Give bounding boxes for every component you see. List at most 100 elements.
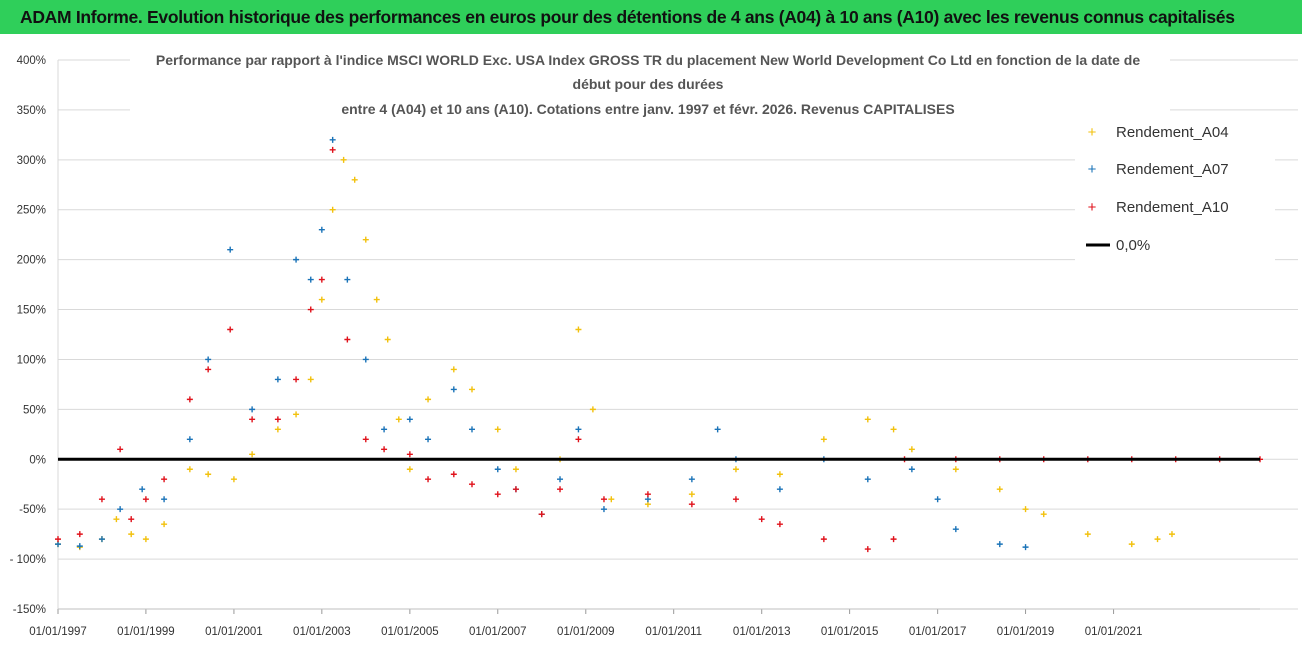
- data-point: [644, 491, 651, 498]
- y-tick-label: 300%: [17, 155, 46, 167]
- data-point: [117, 446, 124, 453]
- performance-chart: 400% 350% 300% 250% 200% 150% 100% 50% 0% -50% - 1…: [0, 34, 1302, 647]
- legend-label-a04: Rendement_A04: [1116, 124, 1229, 141]
- data-point: [820, 536, 827, 543]
- data-point: [98, 536, 105, 543]
- data-point: [934, 496, 941, 503]
- x-tick-label: 01/01/2009: [557, 626, 615, 638]
- data-point: [249, 451, 256, 458]
- data-point: [494, 466, 501, 473]
- data-point: [425, 436, 432, 443]
- data-point: [494, 426, 501, 433]
- y-tick-label: 200%: [17, 255, 46, 267]
- data-point: [406, 451, 413, 458]
- data-point: [1154, 536, 1161, 543]
- data-point: [952, 526, 959, 533]
- data-point: [186, 466, 193, 473]
- data-point: [996, 541, 1003, 548]
- data-point: [468, 481, 475, 488]
- data-point: [293, 256, 300, 263]
- data-point: [468, 386, 475, 393]
- legend-marker-a07: +: [1088, 161, 1097, 178]
- data-point: [340, 156, 347, 163]
- data-point: [776, 471, 783, 478]
- x-tick-label: 01/01/2011: [645, 626, 702, 638]
- data-point: [344, 336, 351, 343]
- data-point: [98, 496, 105, 503]
- data-point: [205, 356, 212, 363]
- data-point: [381, 446, 388, 453]
- legend-label-a10: Rendement_A10: [1116, 199, 1229, 216]
- data-point: [776, 486, 783, 493]
- x-tick-label: 01/01/1997: [29, 626, 87, 638]
- data-point: [732, 466, 739, 473]
- data-point: [890, 536, 897, 543]
- report-title: ADAM Informe. Evolution historique des p…: [20, 6, 1235, 27]
- data-point: [600, 496, 607, 503]
- y-tick-label: 50%: [23, 404, 46, 416]
- data-point: [142, 536, 149, 543]
- y-tick-label: 150%: [17, 305, 46, 317]
- data-point: [227, 246, 234, 253]
- data-point: [293, 411, 300, 418]
- data-point: [186, 436, 193, 443]
- data-point: [575, 426, 582, 433]
- x-tick-label: 01/01/2013: [733, 626, 791, 638]
- y-tick-label: 350%: [17, 105, 46, 117]
- data-point: [1168, 531, 1175, 538]
- x-tick-label: 01/01/2015: [821, 626, 879, 638]
- data-point: [128, 516, 135, 523]
- data-point: [139, 486, 146, 493]
- legend-label-zero: 0,0%: [1116, 237, 1150, 254]
- data-point: [329, 136, 336, 143]
- data-point: [318, 226, 325, 233]
- data-point: [329, 146, 336, 153]
- series-rendement-a04: [55, 156, 1175, 551]
- y-tick-label: - 100%: [10, 554, 46, 566]
- data-point: [381, 426, 388, 433]
- x-tick-label: 01/01/2001: [205, 626, 263, 638]
- data-point: [776, 521, 783, 528]
- y-tick-label: 250%: [17, 205, 46, 217]
- data-point: [205, 366, 212, 373]
- data-point: [468, 426, 475, 433]
- data-point: [76, 543, 83, 550]
- legend-marker-a10: +: [1088, 199, 1097, 216]
- data-point: [249, 416, 256, 423]
- y-tick-label: 0%: [29, 454, 46, 466]
- legend-label-a07: Rendement_A07: [1116, 161, 1229, 178]
- data-point: [714, 426, 721, 433]
- data-point: [395, 416, 402, 423]
- x-tick-label: 01/01/2019: [997, 626, 1055, 638]
- data-point: [227, 326, 234, 333]
- data-point: [186, 396, 193, 403]
- data-point: [1022, 506, 1029, 513]
- y-tick-label: 400%: [17, 55, 46, 67]
- data-point: [307, 276, 314, 283]
- y-tick-label: 100%: [17, 354, 46, 366]
- data-point: [908, 446, 915, 453]
- series-layer: [55, 136, 1263, 553]
- data-point: [575, 436, 582, 443]
- data-point: [688, 491, 695, 498]
- data-point: [406, 466, 413, 473]
- data-point: [1040, 511, 1047, 518]
- data-point: [230, 476, 237, 483]
- legend-box: [1075, 112, 1275, 262]
- data-point: [600, 506, 607, 513]
- data-point: [373, 296, 380, 303]
- data-point: [1128, 541, 1135, 548]
- x-tick-label: 01/01/2007: [469, 626, 527, 638]
- data-point: [307, 306, 314, 313]
- data-point: [117, 506, 124, 513]
- data-point: [362, 236, 369, 243]
- data-point: [1084, 531, 1091, 538]
- data-point: [55, 536, 61, 543]
- data-point: [575, 326, 582, 333]
- data-point: [274, 416, 281, 423]
- data-point: [205, 471, 212, 478]
- data-point: [557, 486, 564, 493]
- data-point: [406, 416, 413, 423]
- data-point: [425, 476, 432, 483]
- data-point: [450, 471, 457, 478]
